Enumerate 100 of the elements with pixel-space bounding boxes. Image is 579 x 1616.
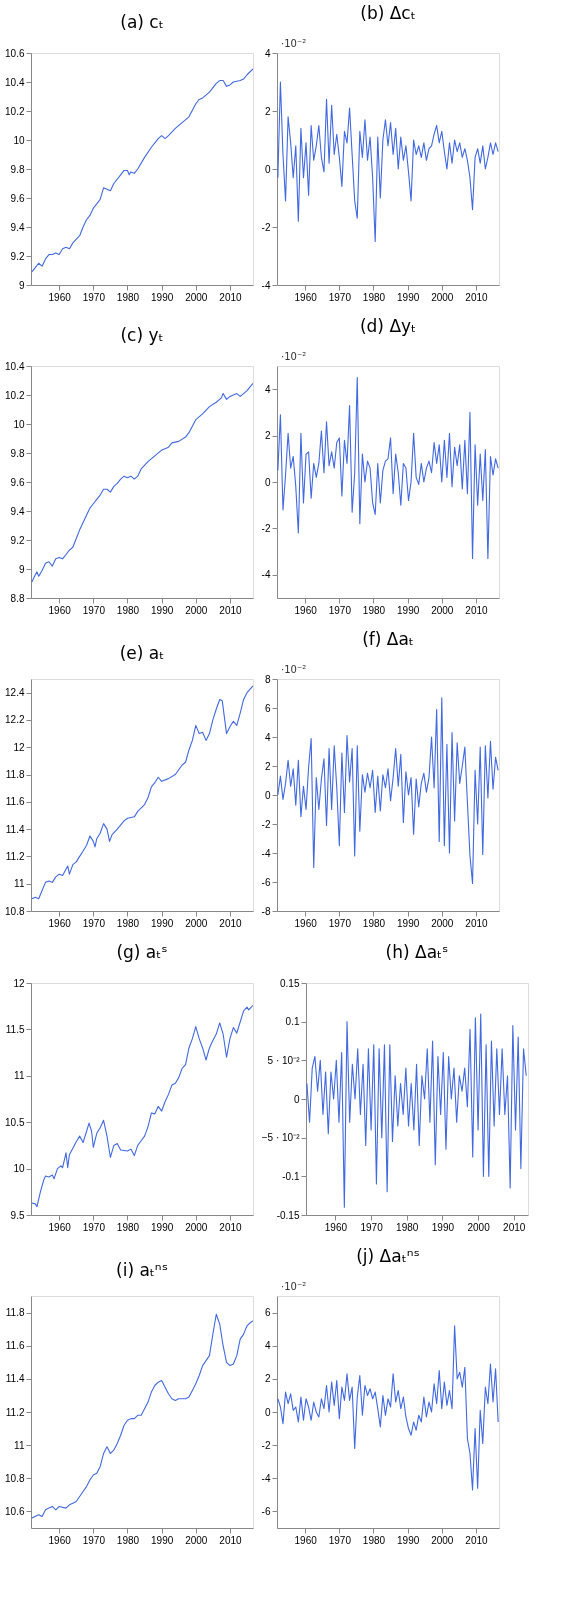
x-tick-label: 2000 <box>431 291 454 303</box>
x-tick-label: 2010 <box>465 291 489 303</box>
y-tick-label: 2 <box>264 105 271 117</box>
line-series <box>277 1325 499 1491</box>
y-tick-label: 10.8 <box>5 905 25 917</box>
y-tick-label: 9.8 <box>10 447 25 459</box>
y-tick-label: -6 <box>261 876 271 888</box>
chart-title: (c) yₜ <box>120 325 164 345</box>
chart-title: (b) Δcₜ <box>360 3 416 23</box>
y-tick-label: 9.2 <box>10 534 25 546</box>
y-tick-label: 11.2 <box>5 1406 25 1418</box>
y-tick-label: 6 <box>264 1307 271 1319</box>
line-series <box>277 377 499 560</box>
x-tick-label: 1980 <box>116 604 140 616</box>
y-tick-label: 4 <box>264 47 271 59</box>
line-series <box>306 1013 527 1208</box>
y-tick-label: 12 <box>13 741 25 753</box>
y-tick-label: 9.6 <box>10 476 25 488</box>
x-tick-label: 1970 <box>360 1221 384 1233</box>
x-tick-label: 1990 <box>397 1534 420 1546</box>
y-tick-label: 4 <box>264 1340 271 1352</box>
x-tick-label: 1990 <box>397 917 420 929</box>
y-tick-label: 11.5 <box>5 1023 25 1035</box>
y-tick-label: 8.8 <box>10 592 25 604</box>
y-tick-label: 10.6 <box>5 47 25 59</box>
y-tick-label: 0 <box>293 1093 300 1105</box>
x-tick-label: 1960 <box>48 1221 72 1233</box>
x-tick-label: 1960 <box>294 604 318 616</box>
x-tick-label: 1970 <box>82 604 106 616</box>
y-tick-label: -4 <box>261 279 271 291</box>
y-tick-label: 11 <box>14 878 25 890</box>
text: ·10⁻² <box>281 1281 307 1292</box>
x-tick-label: 2010 <box>219 604 243 616</box>
y-tick-label: 10 <box>13 1163 25 1175</box>
x-tick-label: 2000 <box>185 291 208 303</box>
y-tick-label: 12.4 <box>5 687 25 699</box>
y-tick-label: 8 <box>264 673 271 685</box>
x-tick-label: 2010 <box>219 917 243 929</box>
x-tick-label: 1970 <box>328 291 352 303</box>
x-tick-label: 2010 <box>219 1534 243 1546</box>
y-tick-label: 0 <box>264 163 271 175</box>
line-series <box>31 1313 253 1519</box>
y-tick-label: −5 · 10⁻² <box>261 1132 301 1144</box>
y-tick-label: 4 <box>264 383 271 395</box>
y-tick-label: 9.8 <box>10 163 25 175</box>
y-tick-label: 10.8 <box>5 1472 25 1484</box>
y-tick-label: 11.4 <box>5 1373 25 1385</box>
y-tick-label: 0 <box>264 1406 271 1418</box>
x-tick-label: 2000 <box>185 1221 208 1233</box>
y-tick-label: 11.8 <box>5 769 25 781</box>
x-tick-label: 2000 <box>431 1534 454 1546</box>
y-tick-label: 9.6 <box>10 192 25 204</box>
y-tick-label: 10.2 <box>5 105 25 117</box>
chart-title: (i) aₜⁿˢ <box>116 1260 168 1280</box>
y-tick-label: 2 <box>264 430 271 442</box>
x-tick-label: 1960 <box>48 604 72 616</box>
x-tick-label: 2010 <box>465 604 489 616</box>
y-tick-label: -4 <box>261 847 271 859</box>
y-tick-label: 10.6 <box>5 1505 25 1517</box>
y-tick-label: 10 <box>13 134 25 146</box>
y-tick-label: 9.5 <box>10 1209 25 1221</box>
x-tick-label: 2000 <box>185 1534 208 1546</box>
x-tick-label: 2000 <box>185 917 208 929</box>
x-tick-label: 2010 <box>465 917 489 929</box>
x-tick-label: 2000 <box>467 1221 491 1233</box>
y-tick-label: -0.1 <box>282 1170 300 1182</box>
y-tick-label: 11 <box>14 1439 25 1451</box>
y-tick-label: 2 <box>264 760 271 772</box>
chart-title: (g) aₜˢ <box>116 942 168 962</box>
line-series <box>277 81 499 243</box>
y-tick-label: 9.4 <box>10 505 25 517</box>
y-tick-label: 11 <box>14 1070 25 1082</box>
x-tick-label: 1980 <box>362 1534 386 1546</box>
text: ·10⁻² <box>281 351 307 362</box>
y-tick-label: -2 <box>261 522 271 534</box>
y-tick-label: 9 <box>18 563 25 575</box>
line-series <box>277 697 499 884</box>
y-tick-label: -4 <box>261 1472 271 1484</box>
x-tick-label: 2010 <box>465 1534 489 1546</box>
x-tick-label: 2010 <box>503 1221 526 1233</box>
x-tick-label: 1970 <box>82 1534 106 1546</box>
x-tick-label: 1970 <box>328 1534 352 1546</box>
y-tick-label: 12 <box>13 977 25 989</box>
x-tick-label: 1990 <box>431 1221 455 1233</box>
x-tick-label: 1960 <box>294 1534 318 1546</box>
x-tick-label: 1980 <box>116 917 140 929</box>
x-tick-label: 1990 <box>151 1534 174 1546</box>
x-tick-label: 1990 <box>151 291 174 303</box>
y-tick-label: 0 <box>264 476 271 488</box>
x-tick-label: 1960 <box>294 917 318 929</box>
x-tick-label: 1970 <box>328 917 352 929</box>
x-tick-label: 1990 <box>397 291 420 303</box>
y-tick-label: 0 <box>264 789 271 801</box>
y-tick-label: 11.8 <box>5 1307 25 1319</box>
chart-title: (h) Δaₜˢ <box>385 942 449 962</box>
chart-title: (d) Δyₜ <box>359 316 417 336</box>
x-tick-label: 1980 <box>396 1221 419 1233</box>
x-tick-label: 1980 <box>362 917 386 929</box>
chart-title: (a) cₜ <box>120 12 164 32</box>
line-series <box>31 382 253 583</box>
